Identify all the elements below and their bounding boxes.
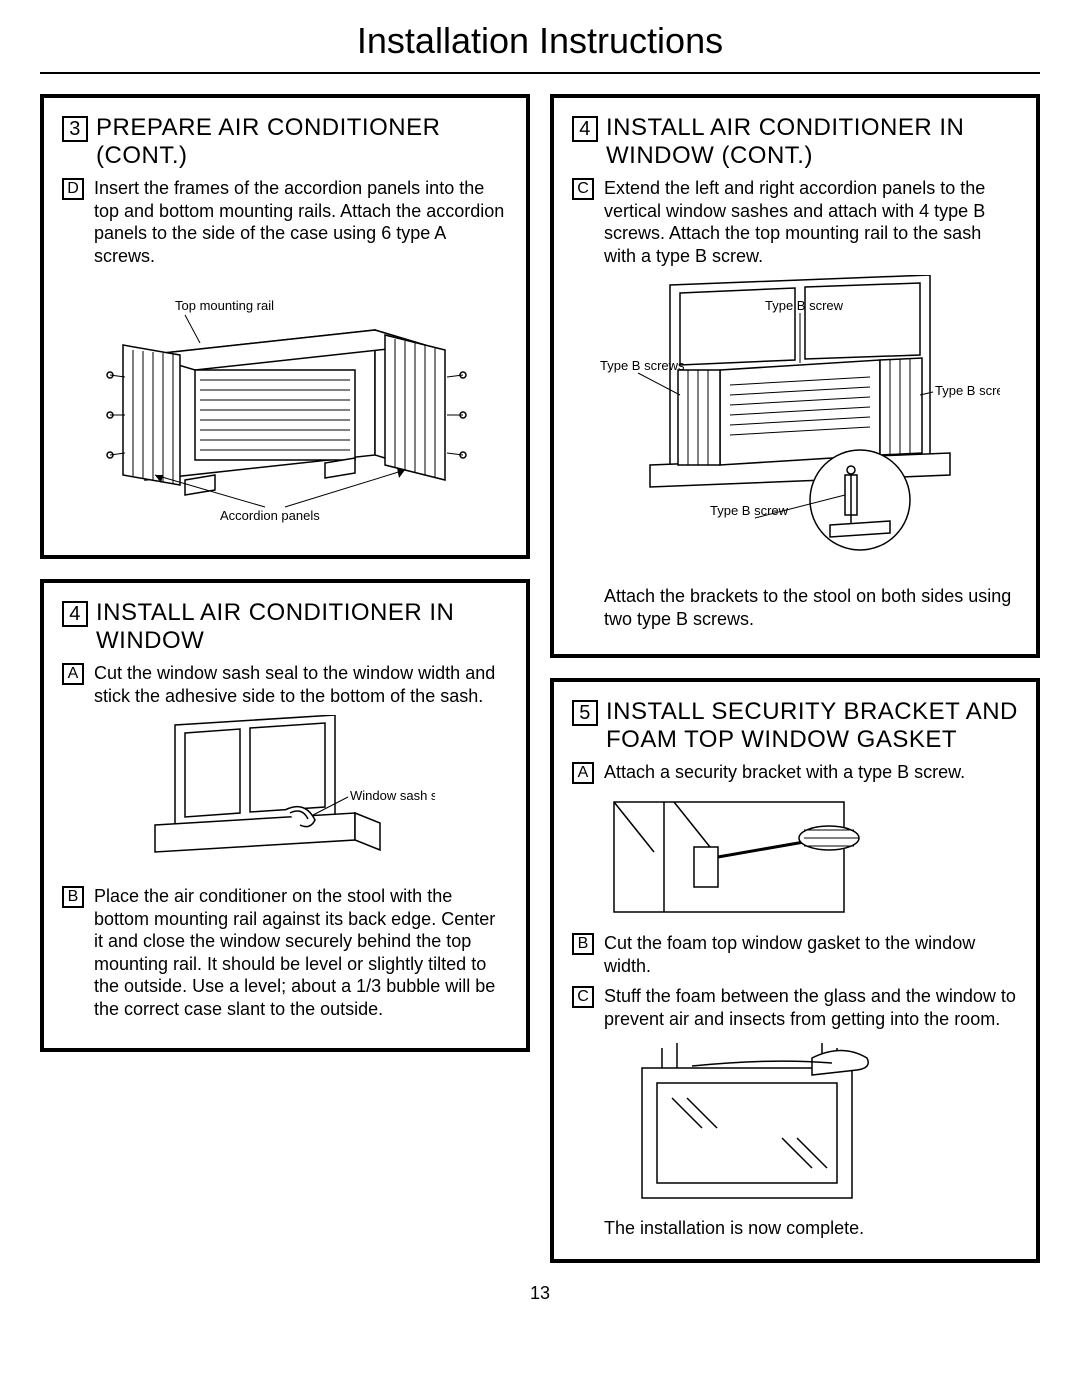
heading-text: PREPARE AIR CONDITIONER (CONT.) [96,114,508,169]
step-text: Insert the frames of the accordion panel… [94,177,508,267]
panel-security-bracket: 5 INSTALL SECURITY BRACKET AND FOAM TOP … [550,678,1040,1263]
heading-s5: 5 INSTALL SECURITY BRACKET AND FOAM TOP … [572,698,1018,753]
step-text: Attach a security bracket with a type B … [604,761,1018,784]
heading-s4: 4 INSTALL AIR CONDITIONER IN WINDOW [62,599,508,654]
step-letter-box: A [62,663,84,685]
right-column: 4 INSTALL AIR CONDITIONER IN WINDOW (CON… [550,94,1040,1263]
left-column: 3 PREPARE AIR CONDITIONER (CONT.) D Inse… [40,94,530,1263]
step-4c: C Extend the left and right accordion pa… [572,177,1018,267]
heading-s3: 3 PREPARE AIR CONDITIONER (CONT.) [62,114,508,169]
step-letter-box: A [572,762,594,784]
step-letter-box: B [62,886,84,908]
figure-label: Type B screws [935,383,1000,398]
heading-s4b: 4 INSTALL AIR CONDITIONER IN WINDOW (CON… [572,114,1018,169]
step-5b: B Cut the foam top window gasket to the … [572,932,1018,977]
figure-label: Type B screw [710,503,789,518]
step-4b: B Place the air conditioner on the stool… [62,885,508,1020]
step-4a: A Cut the window sash seal to the window… [62,662,508,707]
figure-label: Top mounting rail [175,298,274,313]
closing-text: The installation is now complete. [604,1218,1018,1239]
heading-text: INSTALL AIR CONDITIONER IN WINDOW [96,599,508,654]
step-number-box: 4 [572,116,598,142]
step-5c: C Stuff the foam between the glass and t… [572,985,1018,1030]
panel-install-window: 4 INSTALL AIR CONDITIONER IN WINDOW A Cu… [40,579,530,1052]
note-brackets: Attach the brackets to the stool on both… [604,585,1018,630]
content-columns: 3 PREPARE AIR CONDITIONER (CONT.) D Inse… [40,94,1040,1263]
figure-security-bracket [604,792,904,922]
figure-accordion-panels: Top mounting rail Accordion panels [85,275,485,525]
title-rule [40,72,1040,74]
step-text: Stuff the foam between the glass and the… [604,985,1018,1030]
step-text: Place the air conditioner on the stool w… [94,885,508,1020]
figure-label: Type B screws [600,358,685,373]
step-letter-box: B [572,933,594,955]
figure-label: Window sash seal [350,788,435,803]
figure-window-install: Type B screw Type B screws Type B screws… [590,275,1000,575]
heading-text: INSTALL SECURITY BRACKET AND FOAM TOP WI… [606,698,1018,753]
step-3d: D Insert the frames of the accordion pan… [62,177,508,267]
panel-prepare-ac: 3 PREPARE AIR CONDITIONER (CONT.) D Inse… [40,94,530,559]
figure-label: Accordion panels [220,508,320,523]
step-text: Extend the left and right accordion pane… [604,177,1018,267]
figure-sash-seal: Window sash seal [135,715,435,875]
heading-text: INSTALL AIR CONDITIONER IN WINDOW (CONT.… [606,114,1018,169]
step-number-box: 5 [572,700,598,726]
step-text: Cut the window sash seal to the window w… [94,662,508,707]
step-letter-box: C [572,178,594,200]
step-5a: A Attach a security bracket with a type … [572,761,1018,784]
page-number: 13 [40,1283,1040,1304]
figure-label: Type B screw [765,298,844,313]
figure-foam-gasket [632,1038,892,1208]
page-title: Installation Instructions [40,20,1040,62]
panel-install-window-cont: 4 INSTALL AIR CONDITIONER IN WINDOW (CON… [550,94,1040,658]
step-letter-box: D [62,178,84,200]
step-letter-box: C [572,986,594,1008]
step-number-box: 3 [62,116,88,142]
step-number-box: 4 [62,601,88,627]
step-text: Cut the foam top window gasket to the wi… [604,932,1018,977]
